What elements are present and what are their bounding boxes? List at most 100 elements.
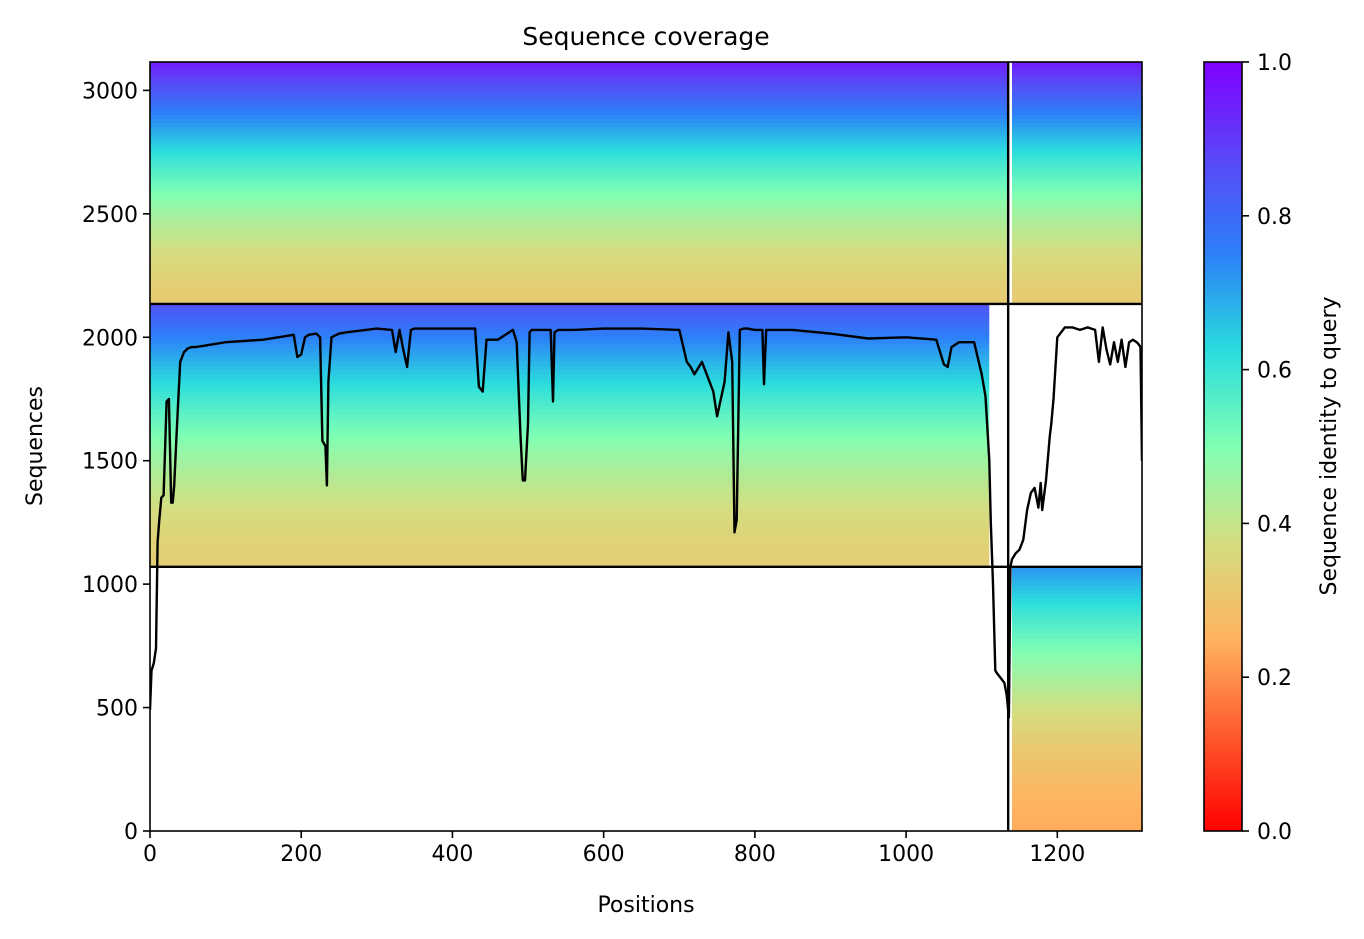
block-band	[1011, 782, 1142, 788]
colorbar-tick-label: 0.4	[1257, 512, 1292, 537]
block-band	[150, 395, 990, 401]
block-band	[150, 98, 1142, 103]
y-tick-label: 0	[124, 820, 138, 845]
block-band	[1011, 712, 1142, 718]
block-band	[1011, 668, 1142, 674]
block-band	[1011, 637, 1142, 643]
block-band	[150, 457, 990, 463]
block-band	[150, 492, 990, 498]
block-band	[150, 158, 1142, 164]
block-band	[1011, 813, 1142, 819]
block-band	[1011, 606, 1142, 612]
y-tick-label: 1000	[82, 573, 138, 598]
plot-frame	[149, 61, 1143, 832]
block-band	[150, 553, 990, 559]
block-band	[150, 387, 990, 393]
block-c-terminal	[1011, 566, 1142, 831]
block-band	[150, 227, 1142, 232]
block-band	[1011, 615, 1142, 621]
block-band	[1011, 760, 1142, 766]
block-band	[150, 90, 1142, 95]
block-band	[150, 150, 1142, 156]
block-band	[150, 487, 990, 493]
block-band	[150, 369, 990, 375]
block-band	[150, 308, 990, 314]
block-band	[150, 343, 990, 349]
block-band	[150, 82, 1142, 87]
block-band	[1011, 751, 1142, 757]
block-band	[1011, 632, 1142, 638]
block-band	[150, 505, 990, 511]
block-band	[150, 356, 990, 362]
colorbar-tick-label: 0.8	[1257, 205, 1292, 230]
block-band	[1011, 672, 1142, 678]
block-band	[150, 231, 1142, 236]
block-band	[1011, 773, 1142, 779]
block-band	[1011, 571, 1142, 577]
block-band	[150, 470, 990, 476]
block-band	[150, 78, 1142, 83]
block-band	[150, 312, 990, 318]
block-band	[150, 239, 1142, 245]
x-tick-label: 800	[734, 842, 776, 867]
block-band	[150, 195, 1142, 200]
block-band	[1011, 791, 1142, 797]
x-tick-label: 1000	[878, 842, 934, 867]
block-band	[1011, 584, 1142, 590]
block-band	[150, 439, 990, 445]
block-band	[150, 186, 1142, 192]
block-band	[150, 122, 1142, 128]
block-band	[150, 299, 1142, 305]
colorbar-tick-label: 0.6	[1257, 359, 1292, 384]
block-band	[150, 426, 990, 432]
block-band	[150, 191, 1142, 196]
block-band	[150, 352, 990, 358]
block-band	[150, 271, 1142, 277]
block-band	[1011, 703, 1142, 709]
block-full-length	[150, 62, 1142, 305]
x-tick-label: 1200	[1029, 842, 1085, 867]
coverage-line	[150, 326, 1142, 719]
block-band	[1011, 747, 1142, 753]
block-band	[1011, 575, 1142, 581]
block-band	[1011, 685, 1142, 691]
block-band	[150, 283, 1142, 289]
block-band	[150, 199, 1142, 204]
block-band	[150, 235, 1142, 241]
x-tick-label: 600	[583, 842, 625, 867]
block-band	[1011, 588, 1142, 594]
block-band	[1011, 734, 1142, 740]
block-band	[150, 102, 1142, 107]
coverage-blocks	[150, 62, 1142, 831]
block-band	[150, 317, 990, 323]
block-band	[1011, 808, 1142, 814]
block-band	[1011, 663, 1142, 669]
plot-area	[150, 62, 1142, 831]
block-band	[150, 110, 1142, 116]
block-band	[150, 211, 1142, 216]
colorbar-ticks: 0.0 0.2 0.4 0.6 0.8 1.0	[1242, 51, 1292, 845]
block-band	[1011, 729, 1142, 735]
y-axis-ticks: 0 500 1000 1500 2000 2500 3000	[82, 79, 150, 845]
block-band	[150, 94, 1142, 99]
block-band	[1011, 800, 1142, 806]
colorbar-tick-label: 0.0	[1257, 820, 1292, 845]
block-band	[1011, 624, 1142, 630]
block-band	[150, 422, 990, 428]
block-band	[1011, 619, 1142, 625]
block-band	[150, 203, 1142, 208]
block-band	[150, 291, 1142, 297]
block-band	[150, 413, 990, 419]
block-band	[1011, 795, 1142, 801]
block-band	[150, 74, 1142, 79]
block-band	[150, 474, 990, 480]
block-band	[150, 275, 1142, 281]
block-band	[150, 483, 990, 489]
block-band	[1011, 690, 1142, 696]
block-band	[150, 146, 1142, 152]
block-band	[1011, 756, 1142, 762]
y-tick-label: 2000	[82, 326, 138, 351]
block-band	[150, 409, 990, 415]
block-band	[150, 400, 990, 406]
block-band	[150, 444, 990, 450]
